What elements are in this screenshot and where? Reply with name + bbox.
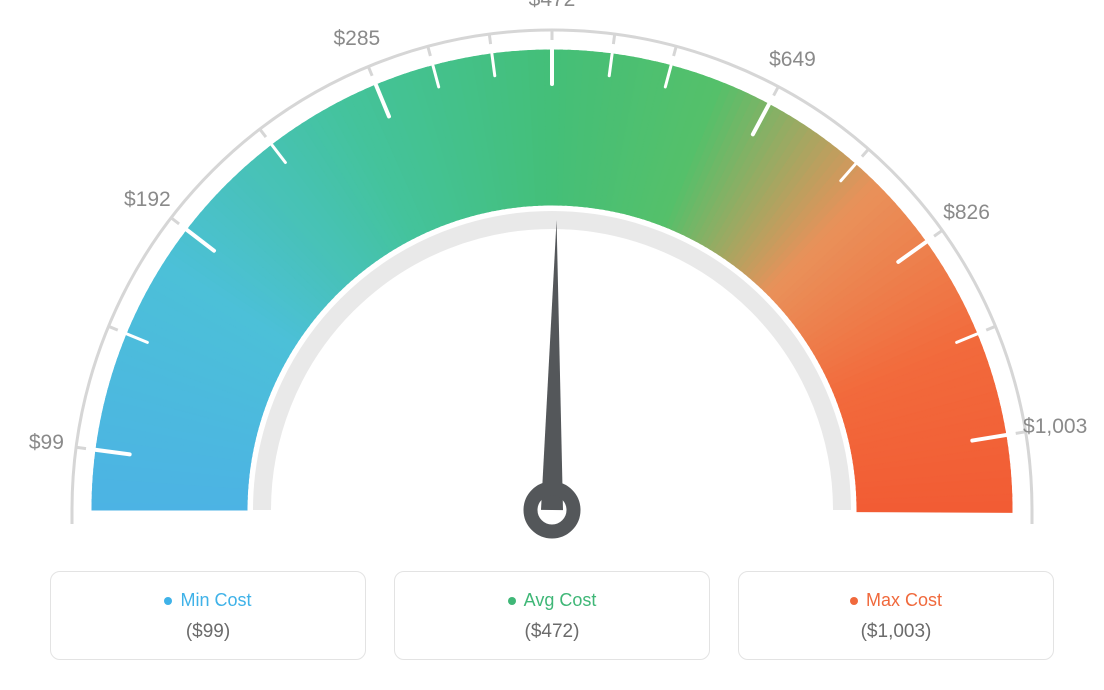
- legend-value-avg: ($472): [405, 621, 699, 643]
- legend-title-max-text: Max Cost: [866, 590, 942, 611]
- legend-dot-avg: [508, 597, 516, 605]
- legend-value-max: ($1,003): [749, 621, 1043, 643]
- legend-dot-min: [164, 597, 172, 605]
- gauge-tick-label: $472: [529, 0, 576, 12]
- legend-card-min: Min Cost ($99): [50, 571, 366, 660]
- legend-title-min-text: Min Cost: [180, 590, 251, 611]
- gauge-scale-tick: [489, 34, 490, 44]
- gauge-scale-tick: [613, 34, 614, 44]
- legend-title-avg: Avg Cost: [508, 590, 597, 611]
- legend-title-avg-text: Avg Cost: [524, 590, 597, 611]
- gauge-scale-tick: [109, 326, 118, 330]
- gauge-scale-tick: [862, 149, 869, 157]
- gauge-svg: [0, 0, 1104, 560]
- legend-row: Min Cost ($99) Avg Cost ($472) Max Cost …: [50, 571, 1054, 660]
- gauge-tick-label: $192: [124, 188, 171, 212]
- gauge-tick-label: $1,003: [1023, 415, 1087, 439]
- gauge-scale-tick: [674, 46, 677, 56]
- gauge-tick-label: $649: [769, 48, 816, 72]
- gauge-scale-tick: [934, 230, 942, 236]
- gauge-tick-label: $285: [333, 27, 380, 51]
- gauge-needle: [541, 220, 563, 510]
- legend-title-min: Min Cost: [164, 590, 251, 611]
- gauge-scale-tick: [260, 129, 266, 137]
- legend-title-max: Max Cost: [850, 590, 942, 611]
- gauge-tick-label: $826: [943, 201, 990, 225]
- chart-container: $99 $192 $285 $472 $649 $826 $1,003 Min Cost (…: [0, 0, 1104, 690]
- gauge-scale-tick: [428, 46, 431, 56]
- gauge-scale-tick: [171, 218, 179, 224]
- legend-value-min: ($99): [61, 621, 355, 643]
- legend-dot-max: [850, 597, 858, 605]
- gauge-scale-tick: [368, 67, 372, 76]
- gauge-tick-label: $99: [29, 431, 64, 455]
- legend-card-avg: Avg Cost ($472): [394, 571, 710, 660]
- gauge-chart: $99 $192 $285 $472 $649 $826 $1,003: [0, 0, 1104, 560]
- gauge-scale-tick: [986, 326, 995, 330]
- legend-card-max: Max Cost ($1,003): [738, 571, 1054, 660]
- gauge-scale-tick: [774, 87, 779, 96]
- gauge-scale-tick: [76, 447, 86, 448]
